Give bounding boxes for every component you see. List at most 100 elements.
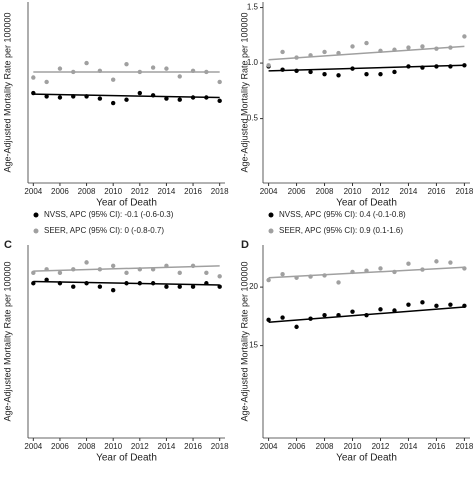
data-point bbox=[294, 324, 299, 330]
x-tick-label: 2016 bbox=[184, 442, 202, 451]
x-tick-label: 2012 bbox=[131, 442, 149, 451]
data-point bbox=[44, 267, 49, 272]
data-point bbox=[420, 300, 425, 305]
data-point bbox=[204, 281, 209, 286]
data-point bbox=[392, 308, 397, 313]
data-point bbox=[177, 284, 182, 289]
data-point bbox=[280, 272, 285, 277]
data-point bbox=[448, 260, 453, 265]
data-point bbox=[190, 68, 196, 74]
data-point bbox=[462, 63, 467, 68]
x-tick-label: 2016 bbox=[184, 187, 202, 196]
data-point bbox=[124, 281, 129, 286]
data-point bbox=[204, 95, 209, 100]
y-tick-label: 1.0 bbox=[247, 58, 259, 67]
legend-label: NVSS, APC (95% CI): 0.4 (-0.1-0.8) bbox=[279, 210, 406, 219]
data-point bbox=[406, 45, 411, 50]
data-point bbox=[150, 65, 156, 70]
y-tick-label: 1.5 bbox=[247, 3, 259, 12]
data-point bbox=[322, 49, 327, 55]
data-point bbox=[97, 267, 103, 272]
data-point bbox=[137, 281, 143, 286]
legend-marker bbox=[268, 228, 274, 234]
data-point bbox=[84, 260, 89, 265]
data-point bbox=[364, 71, 369, 77]
data-point bbox=[84, 94, 89, 99]
x-axis-title: Year of Death bbox=[336, 453, 397, 464]
data-point bbox=[204, 270, 209, 276]
data-point bbox=[350, 44, 355, 49]
x-axis-title: Year of Death bbox=[96, 453, 157, 464]
data-point bbox=[84, 60, 89, 66]
data-point bbox=[448, 302, 453, 307]
data-point bbox=[44, 79, 49, 85]
data-point bbox=[71, 94, 76, 99]
x-tick-label: 2016 bbox=[428, 442, 446, 451]
x-tick-label: 2008 bbox=[78, 187, 96, 196]
data-point bbox=[420, 267, 425, 272]
x-tick-label: 2014 bbox=[158, 442, 176, 451]
data-point bbox=[97, 284, 103, 289]
data-point bbox=[308, 316, 313, 321]
data-point bbox=[164, 96, 169, 101]
data-point bbox=[336, 50, 341, 56]
data-point bbox=[308, 53, 313, 58]
x-tick-label: 2012 bbox=[131, 187, 149, 196]
data-point bbox=[420, 65, 425, 70]
x-tick-label: 2004 bbox=[24, 442, 42, 451]
data-point bbox=[434, 64, 439, 69]
x-tick-label: 2016 bbox=[428, 187, 446, 196]
data-point bbox=[31, 90, 36, 96]
x-tick-label: 2012 bbox=[372, 442, 390, 451]
x-tick-label: 2008 bbox=[78, 442, 96, 451]
data-point bbox=[150, 281, 156, 286]
data-point bbox=[57, 95, 63, 100]
data-point bbox=[378, 266, 383, 271]
legend-label: SEER, APC (95% CI): 0 (-0.8-0.7) bbox=[44, 226, 164, 235]
data-point bbox=[322, 273, 327, 278]
data-point bbox=[190, 263, 196, 269]
x-tick-label: 2018 bbox=[456, 442, 474, 451]
x-tick-label: 2010 bbox=[104, 442, 122, 451]
data-point bbox=[434, 46, 439, 51]
y-tick-label: 20 bbox=[249, 282, 258, 291]
x-tick-label: 2008 bbox=[316, 187, 334, 196]
data-point bbox=[322, 71, 327, 77]
data-point bbox=[177, 270, 182, 276]
data-point bbox=[110, 100, 116, 106]
panel-label: D bbox=[241, 239, 249, 251]
data-point bbox=[364, 312, 369, 318]
y-axis-title: Age-Adjusted Mortality Rate per 100000 bbox=[2, 12, 12, 172]
legend-label: NVSS, APC (95% CI): -0.1 (-0.6-0.3) bbox=[44, 210, 174, 219]
data-point bbox=[137, 267, 143, 272]
data-point bbox=[364, 40, 369, 46]
data-point bbox=[462, 34, 467, 39]
x-tick-label: 2006 bbox=[51, 442, 69, 451]
data-point bbox=[406, 302, 411, 307]
data-point bbox=[294, 68, 299, 74]
data-point bbox=[280, 49, 285, 55]
y-tick-label: 15 bbox=[249, 341, 258, 350]
data-point bbox=[336, 73, 341, 78]
data-point bbox=[392, 69, 397, 75]
data-point bbox=[434, 303, 439, 309]
data-point bbox=[217, 274, 222, 279]
x-tick-label: 2008 bbox=[316, 442, 334, 451]
data-point bbox=[336, 312, 341, 318]
data-point bbox=[190, 284, 196, 289]
data-point bbox=[294, 55, 299, 60]
x-tick-label: 2006 bbox=[288, 187, 306, 196]
data-point bbox=[190, 95, 196, 100]
x-tick-label: 2004 bbox=[24, 187, 42, 196]
data-point bbox=[392, 47, 397, 52]
y-axis-title: Age-Adjusted Mortality Rate per 100000 bbox=[239, 261, 249, 421]
x-tick-label: 2012 bbox=[372, 187, 390, 196]
x-tick-label: 2018 bbox=[211, 187, 229, 196]
x-tick-label: 2004 bbox=[260, 442, 278, 451]
legend-marker bbox=[268, 212, 274, 218]
y-tick-label: 0.5 bbox=[247, 114, 259, 123]
data-point bbox=[177, 97, 182, 102]
data-point bbox=[31, 270, 36, 276]
trend-line bbox=[33, 93, 220, 99]
